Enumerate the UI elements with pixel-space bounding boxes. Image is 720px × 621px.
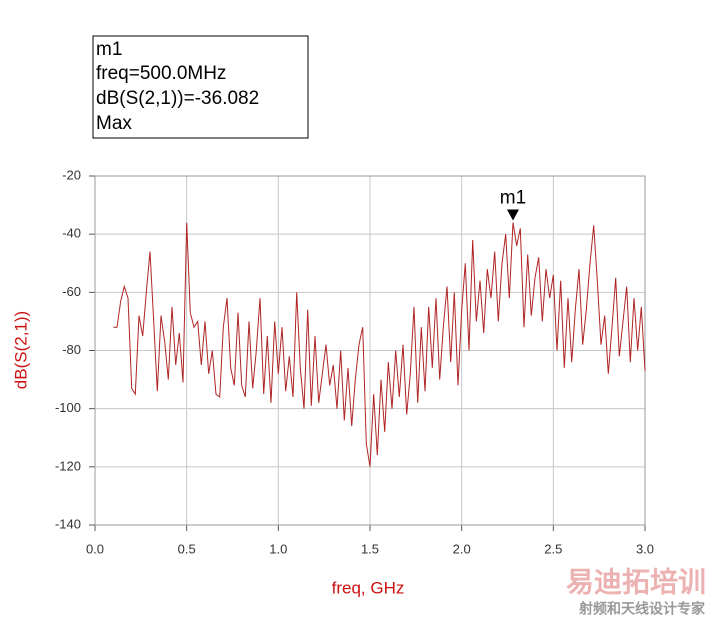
y-tick-label: -100: [55, 400, 81, 415]
watermark-subtitle: 射频和天线设计专家: [578, 601, 706, 617]
y-tick-label: -20: [62, 167, 81, 182]
marker-freq: freq=500.0MHz: [96, 63, 226, 84]
x-tick-label: 1.0: [269, 541, 287, 556]
marker-readout: dB(S(2,1))=-36.082: [96, 88, 259, 109]
marker-name: m1: [96, 39, 122, 60]
x-tick-label: 0.0: [86, 541, 104, 556]
x-tick-label: 2.5: [544, 541, 562, 556]
y-tick-label: -140: [55, 516, 81, 531]
x-tick-label: 1.5: [361, 541, 379, 556]
x-axis-label: freq, GHz: [332, 578, 405, 597]
marker-box: [92, 35, 309, 139]
x-tick-label: 0.5: [178, 541, 196, 556]
marker-triangle: [507, 209, 519, 221]
watermark-title: 易迪拓培训: [566, 565, 706, 597]
marker-label: m1: [500, 188, 526, 209]
x-tick-label: 3.0: [636, 541, 654, 556]
y-axis-label: dB(S(2,1)): [11, 311, 30, 389]
y-tick-label: -80: [62, 342, 81, 357]
data-line: [113, 222, 646, 467]
marker-mode: Max: [96, 113, 132, 134]
y-tick-label: -60: [62, 284, 81, 299]
y-tick-label: -40: [62, 226, 81, 241]
x-tick-label: 2.0: [453, 541, 471, 556]
plot-frame: [94, 175, 646, 526]
y-tick-label: -120: [55, 458, 81, 473]
